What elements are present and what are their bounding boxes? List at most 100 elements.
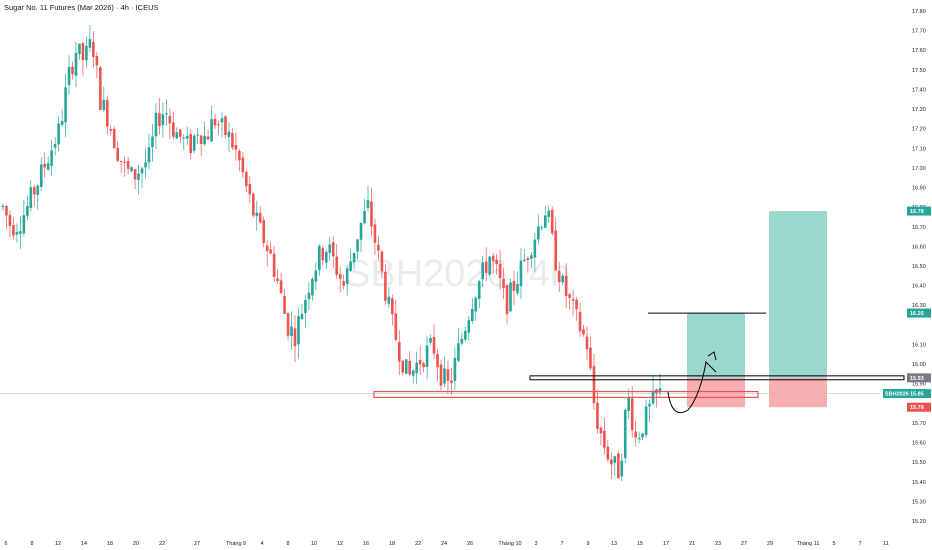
candle-body[interactable]: [429, 338, 432, 343]
candle-body[interactable]: [43, 163, 47, 168]
candle-body[interactable]: [293, 328, 297, 347]
candle-body[interactable]: [397, 342, 401, 362]
candle-body[interactable]: [509, 282, 512, 312]
candle-body[interactable]: [22, 215, 26, 234]
candle-body[interactable]: [165, 113, 168, 115]
candle-body[interactable]: [39, 164, 43, 188]
candle-body[interactable]: [26, 205, 29, 216]
candle-body[interactable]: [192, 135, 196, 151]
candle-body[interactable]: [144, 162, 147, 168]
candle-body[interactable]: [314, 270, 318, 282]
candle-body[interactable]: [603, 430, 606, 448]
candle-body[interactable]: [213, 118, 217, 126]
candle-body[interactable]: [467, 320, 471, 333]
candle-body[interactable]: [564, 275, 568, 297]
candle-body[interactable]: [196, 134, 199, 136]
candle-body[interactable]: [15, 232, 19, 235]
candle-body[interactable]: [596, 402, 599, 429]
candle-body[interactable]: [370, 201, 373, 227]
candle-body[interactable]: [283, 295, 286, 314]
candle-body[interactable]: [130, 167, 133, 172]
candle-body[interactable]: [363, 210, 366, 224]
candle-body[interactable]: [606, 446, 610, 460]
candle-body[interactable]: [258, 212, 262, 223]
candle-body[interactable]: [352, 252, 356, 263]
candle-body[interactable]: [224, 116, 227, 135]
candle-body[interactable]: [133, 169, 137, 180]
candle-body[interactable]: [272, 253, 276, 277]
candle-body[interactable]: [585, 336, 589, 350]
candle-body[interactable]: [245, 172, 248, 186]
candle-body[interactable]: [530, 255, 533, 259]
candle-body[interactable]: [321, 248, 325, 261]
candle-body[interactable]: [474, 297, 478, 312]
candle-body[interactable]: [102, 99, 106, 110]
long-position-target-zone[interactable]: [687, 313, 745, 378]
candle-body[interactable]: [112, 128, 116, 149]
candle-body[interactable]: [119, 160, 123, 162]
candle-body[interactable]: [554, 230, 558, 271]
long-position-stop-zone[interactable]: [687, 377, 745, 408]
candle-body[interactable]: [199, 135, 203, 145]
candle-body[interactable]: [495, 259, 498, 265]
support-zone[interactable]: [373, 390, 759, 399]
candle-body[interactable]: [255, 212, 259, 217]
candle-body[interactable]: [279, 280, 283, 294]
candle-body[interactable]: [227, 131, 231, 138]
candle-body[interactable]: [81, 43, 85, 61]
candle-body[interactable]: [380, 251, 384, 272]
candle-body[interactable]: [71, 66, 74, 75]
candle-body[interactable]: [99, 67, 102, 111]
candle-body[interactable]: [391, 298, 394, 315]
candle-body[interactable]: [453, 357, 457, 381]
candle-body[interactable]: [251, 193, 255, 216]
candle-body[interactable]: [331, 242, 335, 257]
candle-body[interactable]: [32, 187, 36, 195]
candle-body[interactable]: [95, 56, 99, 66]
candle-body[interactable]: [168, 115, 172, 124]
candle-body[interactable]: [644, 406, 648, 435]
candle-body[interactable]: [484, 261, 488, 273]
candle-body[interactable]: [74, 52, 78, 76]
candle-body[interactable]: [613, 456, 617, 463]
candle-body[interactable]: [571, 299, 575, 301]
candle-body[interactable]: [126, 161, 130, 169]
candle-body[interactable]: [85, 45, 88, 61]
candle-body[interactable]: [373, 224, 377, 243]
candle-body[interactable]: [269, 249, 272, 254]
candle-body[interactable]: [241, 157, 245, 173]
candle-body[interactable]: [36, 185, 40, 196]
candle-body[interactable]: [1, 205, 5, 208]
candle-body[interactable]: [88, 39, 92, 48]
long-position-target-zone[interactable]: [769, 211, 827, 378]
candle-body[interactable]: [300, 313, 304, 319]
candle-body[interactable]: [324, 251, 328, 263]
candle-body[interactable]: [408, 360, 412, 375]
candle-body[interactable]: [78, 43, 81, 55]
candle-body[interactable]: [189, 133, 193, 154]
candle-body[interactable]: [561, 275, 564, 283]
candle-body[interactable]: [543, 215, 547, 228]
candle-body[interactable]: [234, 145, 238, 150]
candle-body[interactable]: [550, 209, 554, 234]
candle-body[interactable]: [210, 119, 213, 142]
candle-body[interactable]: [425, 345, 429, 368]
candle-body[interactable]: [265, 245, 269, 252]
candle-body[interactable]: [627, 397, 631, 412]
candle-body[interactable]: [60, 120, 64, 125]
candle-body[interactable]: [64, 87, 67, 123]
candle-body[interactable]: [12, 225, 15, 236]
candle-body[interactable]: [342, 281, 345, 286]
candle-body[interactable]: [498, 263, 502, 279]
candle-body[interactable]: [582, 329, 585, 335]
candle-body[interactable]: [203, 135, 206, 145]
candle-body[interactable]: [335, 256, 339, 275]
candle-body[interactable]: [488, 256, 491, 275]
candle-body[interactable]: [140, 168, 144, 174]
candle-body[interactable]: [248, 184, 252, 195]
entry-band[interactable]: [529, 375, 905, 381]
candle-body[interactable]: [470, 308, 474, 322]
candle-body[interactable]: [345, 268, 349, 285]
candle-body[interactable]: [178, 129, 182, 137]
